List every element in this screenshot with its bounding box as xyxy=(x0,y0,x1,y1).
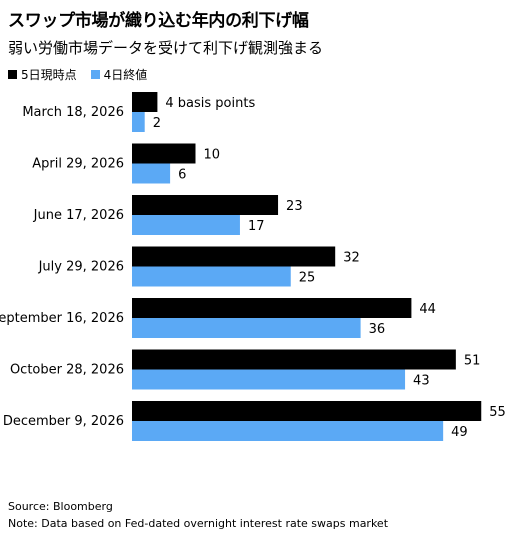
category-label: September 16, 2026 xyxy=(0,311,124,326)
chart-title: スワップ市場が織り込む年内の利下げ幅 xyxy=(8,11,309,31)
category-label: December 9, 2026 xyxy=(3,414,124,429)
bar-series2 xyxy=(132,112,145,132)
bar-series1 xyxy=(132,349,456,370)
bar-series1 xyxy=(132,401,482,421)
bar-series2 xyxy=(132,215,240,235)
value-label: 51 xyxy=(464,354,481,369)
value-label: 6 xyxy=(178,168,186,183)
category-label: April 29, 2026 xyxy=(32,157,124,172)
legend-label-series2: 4日終値 xyxy=(103,68,148,82)
value-label: 17 xyxy=(248,219,265,234)
legend-item-series1: 5日現時点 xyxy=(8,66,77,83)
legend: 5日現時点 4日終値 xyxy=(8,66,161,83)
value-label: 44 xyxy=(419,302,436,317)
value-label: 23 xyxy=(286,199,303,214)
legend-swatch-series1 xyxy=(8,70,17,79)
legend-label-series1: 5日現時点 xyxy=(21,68,77,82)
value-label: 32 xyxy=(343,251,360,266)
value-label: 43 xyxy=(413,374,430,389)
bar-series2 xyxy=(132,163,171,184)
bar-series2 xyxy=(132,421,444,441)
value-label: 36 xyxy=(369,322,386,337)
legend-item-series2: 4日終値 xyxy=(90,66,148,83)
category-label: March 18, 2026 xyxy=(22,105,124,120)
bar-series2 xyxy=(132,369,406,390)
bar-series2 xyxy=(132,266,291,287)
category-label: July 29, 2026 xyxy=(38,260,124,275)
chart-subtitle: 弱い労働市場データを受けて利下げ観測強まる xyxy=(8,39,324,57)
bar-series1 xyxy=(132,246,336,267)
value-label: 2 xyxy=(153,116,161,131)
value-label: 10 xyxy=(204,148,221,163)
bar-series1 xyxy=(132,92,158,112)
legend-swatch-series2 xyxy=(90,70,100,79)
bar-series2 xyxy=(132,318,361,338)
value-label: 49 xyxy=(451,425,468,440)
value-label: 4 basis points xyxy=(165,96,255,111)
category-label: June 17, 2026 xyxy=(33,208,124,223)
bar-series1 xyxy=(132,195,279,215)
value-label: 55 xyxy=(489,405,506,420)
source-note: Source: Bloomberg xyxy=(8,500,113,513)
category-label: October 28, 2026 xyxy=(10,363,124,378)
bar-chart: March 18, 2026 4 basis points 2 April 29, 2… xyxy=(0,92,506,441)
value-label: 25 xyxy=(299,271,316,286)
bar-series1 xyxy=(132,298,412,318)
data-note: Note: Data based on Fed-dated overnight … xyxy=(8,517,389,530)
bar-series1 xyxy=(132,143,196,164)
